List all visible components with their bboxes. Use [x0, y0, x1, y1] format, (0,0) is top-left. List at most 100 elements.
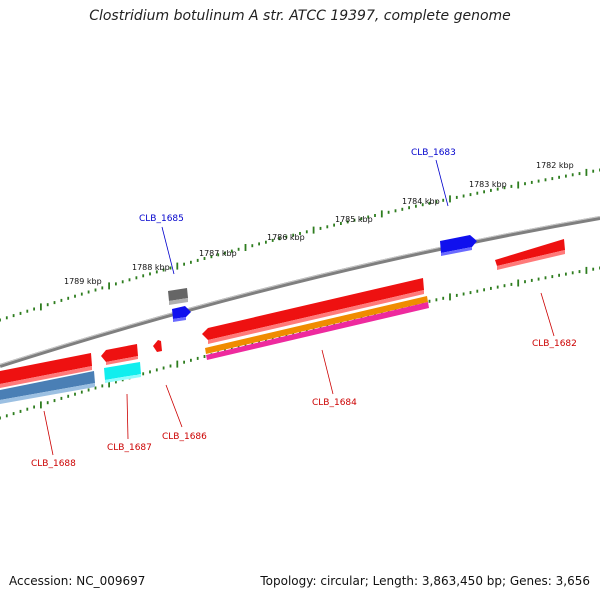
accession-text: Accession: NC_009697: [9, 574, 146, 588]
outer-minor-tick: [53, 301, 56, 305]
outer-minor-tick: [33, 307, 35, 311]
outer-minor-tick: [469, 193, 472, 197]
outer-minor-tick: [224, 251, 226, 255]
outer-minor-tick: [455, 195, 458, 199]
leader-clb-1684: [321, 349, 334, 395]
outer-minor-tick: [353, 218, 356, 222]
gene-clb-1682[interactable]: [495, 239, 565, 270]
inner-minor-tick: [537, 277, 540, 281]
outer-minor-tick: [496, 187, 499, 191]
outer-minor-tick: [19, 311, 22, 315]
gene-clb-1683[interactable]: [440, 235, 477, 256]
gene-clb-1684-orange[interactable]: [205, 296, 428, 354]
inner-minor-tick: [565, 272, 567, 276]
outer-minor-tick: [5, 316, 8, 320]
outer-minor-tick: [367, 215, 370, 219]
outer-minor-tick: [142, 274, 145, 278]
gene-clb-1688-steel[interactable]: [0, 371, 95, 404]
outer-major-tick: [312, 226, 315, 234]
inner-minor-tick: [462, 292, 465, 296]
outer-minor-tick: [421, 203, 424, 207]
outer-minor-tick: [196, 258, 199, 262]
inner-minor-tick: [469, 291, 472, 295]
kbp-label-1783: 1783 kbp: [469, 180, 507, 189]
outer-minor-tick: [442, 198, 445, 202]
outer-minor-tick: [162, 268, 165, 272]
leader-clb-1688: [43, 410, 54, 456]
inner-minor-tick: [483, 288, 485, 292]
inner-minor-tick: [428, 299, 431, 303]
outer-minor-tick: [292, 233, 295, 237]
outer-minor-tick: [333, 223, 335, 227]
gene-clb-1685-grey[interactable]: [168, 288, 188, 305]
label-clb-1688: CLB_1688: [31, 459, 76, 469]
gene-clb-1687-cyan[interactable]: [104, 362, 141, 383]
gene-clb-1685-blue[interactable]: [172, 306, 191, 322]
label-clb-1685: CLB_1685: [139, 214, 184, 224]
outer-minor-tick: [565, 174, 567, 178]
outer-minor-tick: [401, 207, 404, 211]
outer-major-tick: [585, 168, 588, 176]
gene-clb-1686[interactable]: [153, 340, 162, 352]
label-clb-1683: CLB_1683: [411, 148, 456, 158]
inner-minor-tick: [80, 390, 83, 394]
outer-minor-tick: [0, 318, 1, 322]
outer-minor-tick: [203, 257, 206, 260]
outer-minor-tick: [299, 232, 301, 235]
outer-minor-tick: [530, 180, 533, 184]
outer-minor-tick: [26, 309, 29, 313]
inner-minor-tick: [190, 358, 192, 362]
inner-minor-tick: [162, 366, 165, 370]
outer-minor-tick: [217, 253, 220, 257]
inner-minor-tick: [142, 372, 145, 376]
outer-minor-tick: [374, 214, 376, 217]
inner-minor-tick: [503, 284, 506, 288]
outer-minor-tick: [360, 217, 363, 221]
leader-clb-1683: [435, 159, 449, 207]
outer-minor-tick: [101, 286, 104, 290]
outer-minor-tick: [210, 255, 213, 259]
outer-minor-tick: [60, 298, 63, 302]
outer-minor-tick: [571, 173, 574, 177]
outer-minor-tick: [121, 280, 124, 284]
outer-major-tick: [517, 181, 520, 189]
inner-minor-tick: [101, 384, 104, 388]
outer-major-tick: [449, 195, 451, 203]
inner-minor-tick: [12, 412, 15, 416]
label-clb-1687: CLB_1687: [107, 443, 152, 453]
inner-minor-tick: [115, 380, 117, 384]
gene-clb-1687-red[interactable]: [101, 344, 138, 365]
outer-minor-tick: [94, 288, 97, 292]
outer-minor-tick: [537, 179, 540, 183]
inner-minor-tick: [578, 270, 581, 274]
outer-minor-tick: [415, 204, 417, 208]
outer-minor-tick: [46, 303, 49, 307]
inner-minor-tick: [476, 289, 479, 293]
inner-minor-tick: [196, 356, 199, 360]
outer-minor-tick: [326, 225, 329, 229]
inner-minor-tick: [5, 414, 8, 418]
inner-minor-tick: [33, 405, 35, 409]
outer-minor-tick: [190, 260, 192, 264]
outer-minor-tick: [265, 240, 267, 244]
label-clb-1684: CLB_1684: [312, 398, 357, 408]
outer-minor-tick: [503, 186, 506, 190]
inner-minor-tick: [271, 336, 274, 340]
gene-clb-1684-red[interactable]: [202, 278, 424, 344]
gene-clb-1688-red[interactable]: [0, 353, 92, 388]
leader-clb-1687: [126, 393, 129, 440]
gene-clb-1684-magenta[interactable]: [206, 302, 429, 360]
map-title: Clostridium botulinum A str. ATCC 19397,…: [89, 8, 511, 24]
inner-minor-tick: [435, 298, 438, 302]
inner-minor-tick: [551, 275, 554, 279]
outer-tick-ring: [0, 168, 600, 322]
outer-minor-tick: [271, 238, 274, 242]
inner-tick-ring: [0, 266, 600, 420]
outer-minor-tick: [387, 210, 390, 214]
outer-minor-tick: [483, 190, 485, 194]
outer-minor-tick: [115, 282, 117, 286]
inner-major-tick: [108, 380, 110, 388]
inner-minor-tick: [74, 392, 76, 396]
inner-minor-tick: [558, 273, 560, 277]
outer-minor-tick: [592, 169, 595, 173]
